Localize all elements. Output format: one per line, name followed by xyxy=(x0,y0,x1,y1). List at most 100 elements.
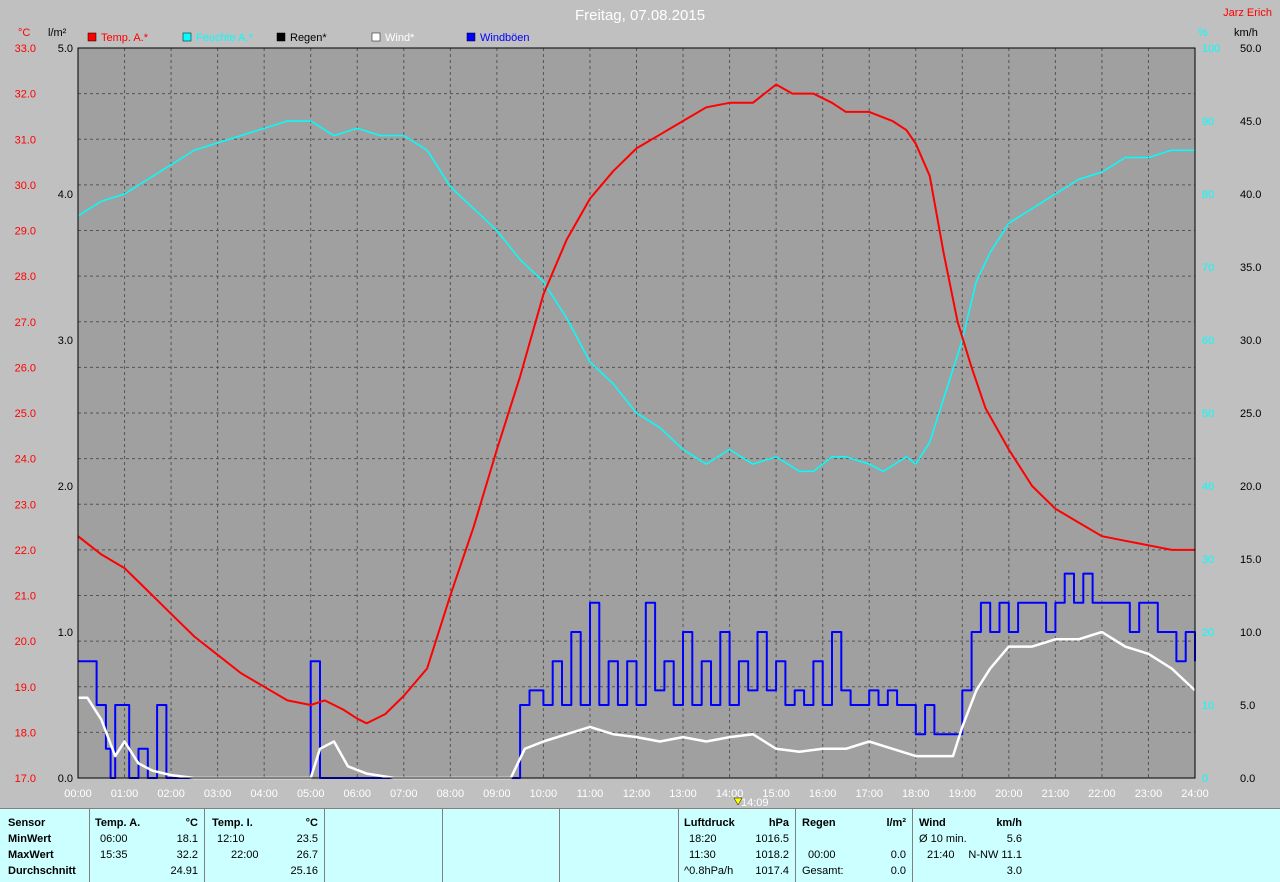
temp-i-max-time: 22:00 xyxy=(231,849,259,861)
temp-tick-label: 19.0 xyxy=(15,682,36,694)
humidity-tick-label: 10 xyxy=(1202,700,1214,712)
chart-title: Freitag, 07.08.2015 xyxy=(575,7,705,24)
wind-tick-label: 35.0 xyxy=(1240,262,1261,274)
temp-a-header: Temp. A. xyxy=(95,817,141,829)
legend-label: Temp. A.* xyxy=(101,32,149,44)
temp-i-column: Temp. I. °C 12:10 23.5 22:00 26.7 25.16 xyxy=(205,809,325,882)
rain-tick-label: 5.0 xyxy=(58,43,73,55)
rain-tick-label: 1.0 xyxy=(58,627,73,639)
legend: Temp. A.* Feuchte A.* Regen* Wind* Windböen xyxy=(87,32,530,44)
rain-total-value: 0.0 xyxy=(890,865,906,877)
temp-tick-label: 26.0 xyxy=(15,362,36,374)
temp-tick-label: 32.0 xyxy=(15,89,36,101)
legend-swatch xyxy=(276,32,286,42)
x-tick-label: 10:00 xyxy=(530,788,558,800)
empty-column-2 xyxy=(443,809,560,882)
legend-label: Feuchte A.* xyxy=(196,32,254,44)
tick-labels: 00:00 01:00 02:00 03:00 04:00 05:00 06:00 07:00… xyxy=(15,43,1262,800)
plot-frame xyxy=(77,47,1196,779)
wind-tick-label: 20.0 xyxy=(1240,481,1261,493)
temp-tick-label: 20.0 xyxy=(15,636,36,648)
wind-tick-label: 5.0 xyxy=(1240,700,1255,712)
wind-unit: km/h xyxy=(996,817,1022,829)
sensor-column: Sensor MinWert MaxWert Durchschnitt xyxy=(0,809,90,882)
x-tick-label: 24:00 xyxy=(1181,788,1209,800)
x-tick-label: 11:00 xyxy=(577,788,604,800)
humidity-tick-label: 40 xyxy=(1202,481,1214,493)
temp-i-min-value: 23.5 xyxy=(296,833,318,845)
rain-header: Regen xyxy=(802,817,836,829)
row-label-avg: Durchschnitt xyxy=(8,865,76,877)
pressure-column: Luftdruck hPa 18:20 1016.5 11:30 1018.2 … xyxy=(679,809,796,882)
temp-tick-label: 29.0 xyxy=(15,226,36,238)
pressure-max-value: 1018.2 xyxy=(755,849,789,861)
pressure-min-value: 1016.5 xyxy=(755,833,789,845)
legend-label: Regen* xyxy=(290,32,327,44)
x-tick-label: 23:00 xyxy=(1135,788,1163,800)
legend-swatch xyxy=(371,32,381,42)
row-label-max: MaxWert xyxy=(8,849,54,861)
temp-i-unit: °C xyxy=(305,817,318,829)
temp-a-unit: °C xyxy=(185,817,198,829)
wind-header: Wind xyxy=(919,817,946,829)
x-tick-label: 20:00 xyxy=(995,788,1023,800)
wind-day-average: 3.0 xyxy=(1006,865,1022,877)
humidity-axis-unit: % xyxy=(1198,27,1208,39)
x-tick-label: 19:00 xyxy=(949,788,977,800)
rain-unit: l/m² xyxy=(886,817,906,829)
legend-swatch xyxy=(87,32,97,42)
temp-tick-label: 24.0 xyxy=(15,454,36,466)
wind-tick-label: 15.0 xyxy=(1240,554,1261,566)
x-tick-label: 08:00 xyxy=(437,788,465,800)
wind-max-value: N-NW 11.1 xyxy=(968,849,1022,861)
empty-column-3 xyxy=(560,809,679,882)
axis-unit-labels: °C l/m²% km/h xyxy=(18,27,1258,39)
x-tick-label: 14:00 xyxy=(716,788,744,800)
humidity-tick-label: 0 xyxy=(1202,773,1208,785)
x-tick-label: 16:00 xyxy=(809,788,837,800)
wind-tick-label: 45.0 xyxy=(1240,116,1261,128)
humidity-tick-label: 20 xyxy=(1202,627,1214,639)
x-tick-label: 07:00 xyxy=(390,788,418,800)
temp-tick-label: 28.0 xyxy=(15,271,36,283)
wind-column: Wind km/h Ø 10 min. 5.6 21:40 N-NW 11.1 … xyxy=(913,809,1028,882)
x-tick-label: 09:00 xyxy=(483,788,511,800)
temp-i-average: 25.16 xyxy=(290,865,318,877)
time-marker-icon xyxy=(733,797,743,806)
rain-total-label: Gesamt: xyxy=(802,865,844,877)
humidity-tick-label: 100 xyxy=(1202,43,1220,55)
temp-tick-label: 17.0 xyxy=(15,773,36,785)
temp-tick-label: 18.0 xyxy=(15,727,36,739)
wind-avg-value: 5.6 xyxy=(1006,833,1022,845)
temp-a-average: 24.91 xyxy=(170,865,198,877)
pressure-header: Luftdruck xyxy=(684,817,735,829)
temp-tick-label: 25.0 xyxy=(15,408,36,420)
rain-max-value: 0.0 xyxy=(890,849,906,861)
x-tick-label: 06:00 xyxy=(343,788,371,800)
legend-swatch xyxy=(182,32,192,42)
temp-tick-label: 22.0 xyxy=(15,545,36,557)
temp-a-min-time: 06:00 xyxy=(100,833,128,845)
temp-a-max-value: 32.2 xyxy=(176,849,198,861)
pressure-min-time: 18:20 xyxy=(689,833,717,845)
sensor-header: Sensor xyxy=(8,817,46,829)
wind-tick-label: 25.0 xyxy=(1240,408,1261,420)
legend-label: Wind* xyxy=(385,32,415,44)
pressure-max-time: 11:30 xyxy=(689,849,716,861)
temp-axis-unit: °C xyxy=(18,27,30,39)
temp-a-min-value: 18.1 xyxy=(176,833,198,845)
rain-column: Regen l/m² 00:00 0.0 Gesamt: 0.0 xyxy=(796,809,913,882)
weather-chart: 00:00 01:00 02:00 03:00 04:00 05:00 06:00 07:00… xyxy=(14,7,1272,808)
wind-tick-label: 0.0 xyxy=(1240,773,1255,785)
wind-max-time: 21:40 xyxy=(927,849,955,861)
pressure-trend: ^0.8hPa/h xyxy=(684,865,734,877)
x-tick-label: 04:00 xyxy=(250,788,278,800)
humidity-tick-label: 90 xyxy=(1202,116,1214,128)
x-tick-label: 00:00 xyxy=(64,788,92,800)
legend-swatch xyxy=(466,32,476,42)
wind-tick-label: 30.0 xyxy=(1240,335,1261,347)
rain-tick-label: 0.0 xyxy=(58,773,73,785)
humidity-tick-label: 80 xyxy=(1202,189,1214,201)
rain-axis-unit: l/m² xyxy=(48,27,67,39)
rain-tick-label: 2.0 xyxy=(58,481,73,493)
